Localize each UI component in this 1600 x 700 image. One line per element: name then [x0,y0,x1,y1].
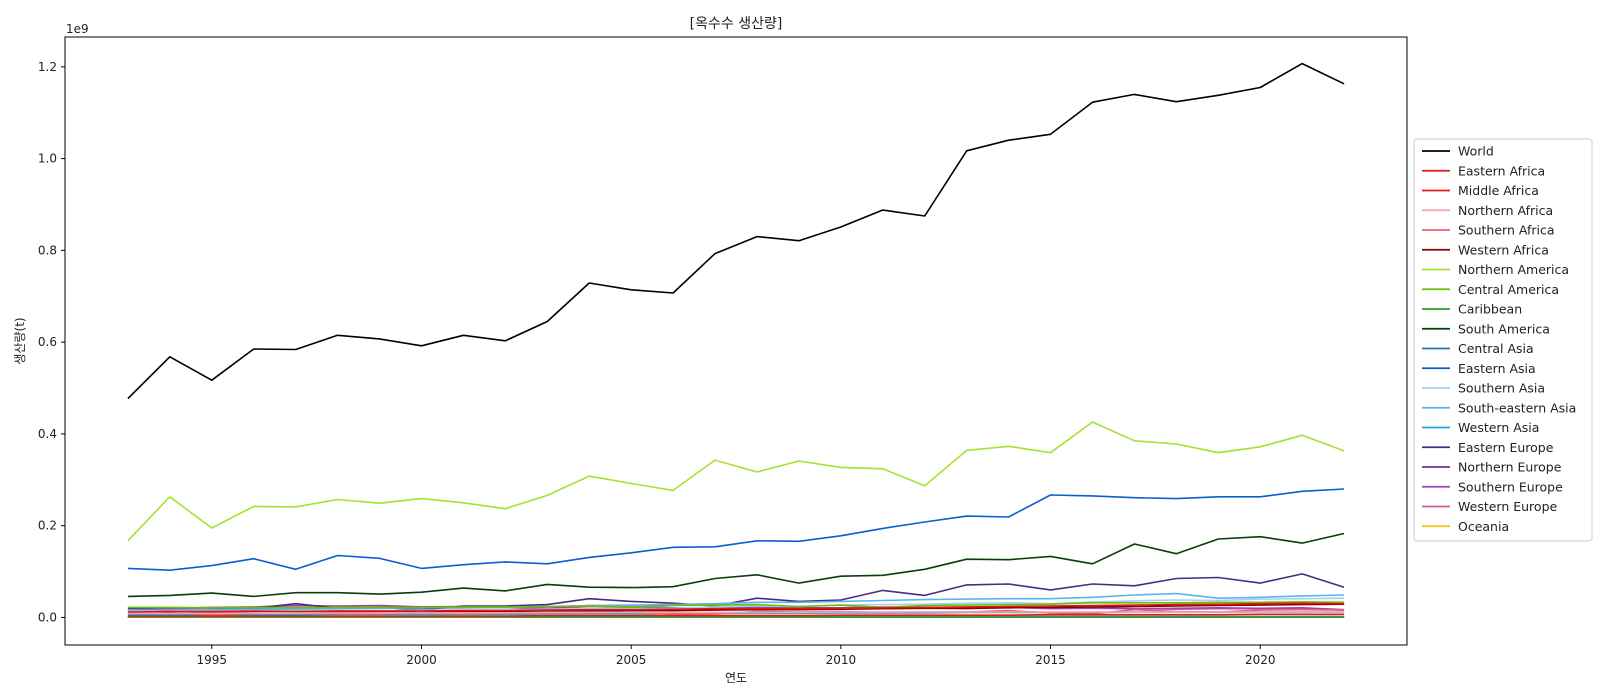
legend: World Eastern Africa Middle Africa Northern… [1413,138,1593,542]
legend-item-central-asia: Central Asia [1422,341,1534,356]
series-line-northern-africa [127,611,1345,615]
legend-label: Southern Africa [1458,223,1554,238]
x-tick-label: 2000 [406,653,437,667]
legend-item-southern-asia: Southern Asia [1422,381,1545,396]
legend-label: Eastern Asia [1458,361,1536,376]
legend-label: South America [1458,321,1550,336]
series-lines [127,62,1345,619]
legend-label: Eastern Europe [1458,440,1554,455]
series-line-southern-europe [127,604,1345,611]
legend-label: Central America [1458,282,1559,297]
legend-item-western-europe: Western Europe [1422,499,1558,514]
x-axis: 1995 2000 2005 2010 2015 2020 [197,645,1276,667]
series-line-eastern-asia [127,488,1345,572]
y-tick-label: 1.2 [38,60,57,74]
y-axis: 0.0 0.2 0.4 0.6 0.8 1.0 1.2 [38,60,65,624]
legend-label: World [1458,144,1494,159]
plot-area [64,36,1408,646]
legend-frame [1413,138,1593,542]
legend-item-south-america: South America [1422,321,1550,336]
legend-item-western-africa: Western Africa [1422,242,1549,257]
x-tick-label: 2010 [826,653,857,667]
legend-item-central-america: Central America [1422,282,1559,297]
legend-label: Southern Asia [1458,381,1545,396]
legend-item-caribbean: Caribbean [1422,302,1522,317]
legend-label: Central Asia [1458,341,1534,356]
legend-item-eastern-europe: Eastern Europe [1422,440,1554,455]
y-tick-label: 0.8 [38,243,57,257]
x-tick-label: 2020 [1245,653,1276,667]
legend-item-oceania: Oceania [1422,519,1509,534]
legend-label: Eastern Africa [1458,163,1545,178]
legend-label: Northern America [1458,262,1569,277]
legend-item-south-eastern-asia: South-eastern Asia [1422,400,1576,415]
legend-label: Northern Africa [1458,203,1553,218]
legend-label: Oceania [1458,519,1509,534]
y-tick-label: 1.0 [38,152,57,166]
legend-label: Middle Africa [1458,183,1539,198]
y-tick-label: 0.6 [38,335,57,349]
legend-item-northern-europe: Northern Europe [1422,460,1562,475]
legend-item-eastern-asia: Eastern Asia [1422,361,1536,376]
chart-title: [옥수수 생산량] [690,16,783,32]
x-tick-label: 2005 [616,653,647,667]
x-tick-label: 2015 [1035,653,1066,667]
legend-item-world: World [1422,144,1494,159]
y-tick-label: 0.4 [38,427,57,441]
legend-label: Western Europe [1458,499,1558,514]
legend-item-middle-africa: Middle Africa [1422,183,1539,198]
y-axis-label: 생산량(t) [13,317,27,364]
legend-item-eastern-africa: Eastern Africa [1422,163,1545,178]
series-line-central-america [127,601,1345,609]
y-offset-label: 1e9 [66,22,89,36]
legend-label: Southern Europe [1458,479,1563,494]
y-tick-label: 0.0 [38,610,57,624]
legend-item-northern-africa: Northern Africa [1422,203,1553,218]
legend-label: Caribbean [1458,302,1522,317]
legend-label: Western Africa [1458,242,1549,257]
legend-item-northern-america: Northern America [1422,262,1569,277]
x-axis-label: 연도 [725,671,747,685]
series-line-western-africa [127,603,1345,614]
legend-item-southern-europe: Southern Europe [1422,479,1563,494]
series-line-eastern-africa [127,602,1345,613]
series-line-northern-america [127,421,1345,542]
x-tick-label: 1995 [197,653,228,667]
legend-label: South-eastern Asia [1458,400,1576,415]
legend-item-southern-africa: Southern Africa [1422,223,1554,238]
legend-item-western-asia: Western Asia [1422,420,1539,435]
series-line-world [127,62,1345,400]
series-line-south-america [127,532,1345,598]
legend-label: Northern Europe [1458,460,1562,475]
legend-label: Western Asia [1458,420,1539,435]
series-line-south-eastern-asia [127,592,1345,611]
y-tick-label: 0.2 [38,519,57,533]
series-line-middle-africa [127,613,1345,617]
